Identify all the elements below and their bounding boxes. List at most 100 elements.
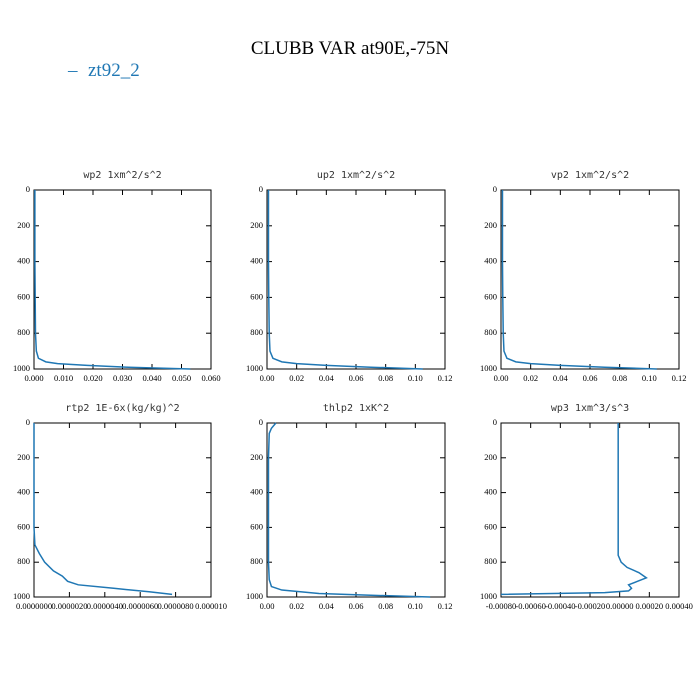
y-tick-label: 600	[484, 291, 497, 301]
x-tick-label: 0.00040	[665, 601, 693, 611]
x-tick-label: 0.0000080	[158, 601, 194, 611]
y-tick-label: 800	[250, 327, 263, 337]
x-tick-label: 0.020	[83, 373, 102, 383]
y-tick-label: 400	[250, 487, 263, 497]
legend-marker: –	[67, 60, 78, 81]
x-tick-label: 0.00	[260, 601, 275, 611]
profile-line	[267, 422, 431, 598]
y-tick-label: 200	[484, 220, 497, 230]
x-tick-label: 0.0000020	[51, 601, 87, 611]
x-tick-label: 0.010	[54, 373, 73, 383]
subplot-title: wp3 1xm^3/s^3	[551, 403, 629, 414]
y-tick-label: 0	[259, 184, 263, 194]
x-tick-label: 0.06	[583, 373, 598, 383]
x-tick-label: 0.00000	[606, 601, 634, 611]
x-tick-label: 0.04	[319, 601, 335, 611]
x-tick-label: 0.12	[438, 601, 453, 611]
legend: – zt92_2	[67, 60, 140, 81]
subplot-title: rtp2 1E-6x(kg/kg)^2	[65, 403, 179, 414]
x-tick-label: 0.000	[24, 373, 43, 383]
profile-line	[34, 190, 191, 370]
x-tick-label: 0.08	[378, 601, 393, 611]
x-tick-label: 0.10	[642, 373, 657, 383]
x-tick-label: 0.02	[523, 373, 538, 383]
x-tick-label: 0.02	[289, 601, 304, 611]
subplot-title: thlp2 1xK^2	[323, 403, 389, 414]
y-tick-label: 0	[26, 417, 30, 427]
y-tick-label: 800	[17, 556, 30, 566]
plot-frame	[33, 422, 212, 598]
x-tick-label: 0.08	[378, 373, 393, 383]
y-tick-label: 200	[17, 220, 30, 230]
y-tick-label: 0	[493, 184, 497, 194]
y-tick-label: 400	[484, 487, 497, 497]
y-tick-label: 200	[250, 452, 263, 462]
legend-label: zt92_2	[88, 60, 140, 81]
x-tick-label: 0.04	[319, 373, 335, 383]
y-tick-label: 0	[259, 417, 263, 427]
x-tick-label: 0.06	[349, 601, 364, 611]
y-tick-label: 200	[484, 452, 497, 462]
profile-line	[33, 423, 173, 596]
y-tick-label: 600	[484, 521, 497, 531]
subplot-title: wp2 1xm^2/s^2	[83, 170, 161, 181]
subplot-title: vp2 1xm^2/s^2	[551, 170, 629, 181]
x-tick-label: 0.040	[142, 373, 161, 383]
x-tick-label: 0.10	[408, 373, 423, 383]
x-tick-label: -0.00020	[575, 601, 605, 611]
x-tick-label: 0.10	[408, 601, 423, 611]
subplot: rtp2 1E-6x(kg/kg)^2020040060080010000.00…	[13, 403, 227, 611]
y-tick-label: 0	[493, 417, 497, 427]
y-tick-label: 800	[250, 556, 263, 566]
y-tick-label: 400	[484, 256, 497, 266]
y-tick-label: 600	[17, 291, 30, 301]
x-tick-label: 0.08	[612, 373, 627, 383]
x-tick-label: -0.00080	[486, 601, 516, 611]
chart-title: CLUBB VAR at90E,-75N	[251, 38, 450, 59]
y-tick-label: 600	[250, 521, 263, 531]
plot-frame	[500, 422, 680, 598]
y-tick-label: 600	[250, 291, 263, 301]
plot-frame	[266, 422, 446, 598]
y-tick-label: 200	[17, 452, 30, 462]
y-tick-label: 800	[484, 327, 497, 337]
x-tick-label: 0.12	[438, 373, 453, 383]
y-tick-label: 1000	[480, 591, 497, 601]
profile-line	[501, 190, 657, 370]
y-tick-label: 400	[17, 487, 30, 497]
y-tick-label: 0	[26, 184, 30, 194]
y-tick-label: 1000	[246, 591, 263, 601]
x-tick-label: 0.06	[349, 373, 364, 383]
x-tick-label: 0.0000060	[122, 601, 158, 611]
x-tick-label: 0.050	[172, 373, 191, 383]
y-tick-label: 1000	[13, 591, 30, 601]
y-tick-label: 400	[17, 256, 30, 266]
x-tick-label: 0.0000040	[87, 601, 123, 611]
y-tick-label: 1000	[480, 363, 497, 373]
profile-line	[267, 190, 423, 370]
plot-frame	[33, 189, 212, 370]
y-tick-label: 1000	[246, 363, 263, 373]
y-tick-label: 200	[250, 220, 263, 230]
x-tick-label: 0.00020	[636, 601, 664, 611]
y-tick-label: 800	[484, 556, 497, 566]
y-tick-label: 400	[250, 256, 263, 266]
x-tick-label: 0.0000000	[16, 601, 52, 611]
x-tick-label: -0.00040	[545, 601, 575, 611]
x-tick-label: -0.00060	[515, 601, 545, 611]
x-tick-label: 0.030	[113, 373, 132, 383]
y-tick-label: 600	[17, 521, 30, 531]
plot-frame	[500, 189, 680, 370]
subplot-title: up2 1xm^2/s^2	[317, 170, 395, 181]
x-tick-label: 0.12	[672, 373, 687, 383]
x-tick-label: 0.00	[260, 373, 275, 383]
x-tick-label: 0.060	[201, 373, 220, 383]
plot-frame	[266, 189, 446, 370]
profile-line	[500, 423, 648, 596]
